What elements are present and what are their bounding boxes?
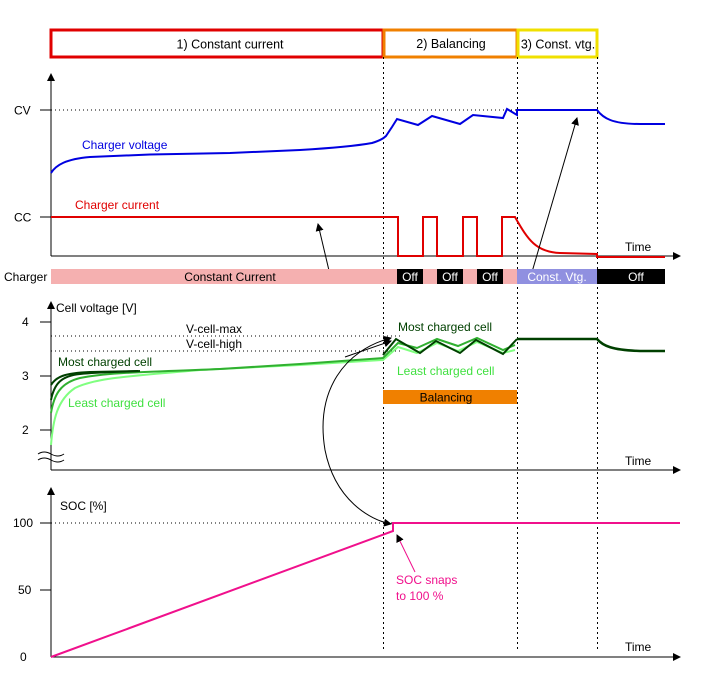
- balancing-bar-label: Balancing: [420, 391, 473, 405]
- band-cc-gap-3: [503, 269, 517, 284]
- soc-snap-pointer-arrow: [396, 534, 416, 573]
- charger-current-trace: [51, 216, 665, 258]
- charger-band-row-label: Charger: [4, 270, 47, 284]
- least-charged-label-left: Least charged cell: [68, 396, 165, 410]
- cc-tick-label: CC: [14, 211, 32, 225]
- most-charged-cell-trace-balancing: [382, 337, 518, 356]
- band-label-off-1: Off: [402, 270, 418, 284]
- charger-current-label: Charger current: [75, 198, 160, 212]
- band-label-off-3: Off: [482, 270, 498, 284]
- cell-tick-label-3: 3: [22, 369, 29, 383]
- axis-break-icon: [37, 451, 65, 463]
- soc-panel: SOC [%] Time 100 50 0 SOC snaps to 100 %: [13, 487, 681, 664]
- charger-x-axis-label: Time: [625, 240, 652, 254]
- band-off-2: [437, 269, 463, 284]
- cv-tick-label: CV: [14, 104, 31, 118]
- charger-panel: Time CV CC Charger voltage Charger curre…: [14, 73, 681, 280]
- cv-annotation-arrow: [531, 117, 579, 273]
- most-charged-label-left: Most charged cell: [58, 355, 152, 369]
- band-label-off-2: Off: [442, 270, 458, 284]
- v-cell-max-label: V-cell-max: [186, 322, 242, 336]
- phase-box-constant-current: [49, 28, 385, 59]
- cell-y-axis-label: Cell voltage [V]: [56, 301, 137, 315]
- least-charged-label-right: Least charged cell: [397, 364, 494, 378]
- band-constant-current: [51, 269, 397, 284]
- soc-snap-note-line2: to 100 %: [396, 589, 444, 603]
- balancing-bar: [383, 390, 517, 404]
- phase-label-const-voltage: 3) Const. vtg.: [521, 38, 595, 52]
- phase-header: 1) Constant current 2) Balancing 3) Cons…: [49, 28, 599, 59]
- soc-x-axis-label: Time: [625, 640, 652, 654]
- charger-voltage-label: Charger voltage: [82, 138, 168, 152]
- band-off-1: [397, 269, 423, 284]
- band-const-voltage: [517, 269, 597, 284]
- charger-band: Charger Constant Current Off Off Off Con…: [4, 269, 665, 284]
- band-off-3: [477, 269, 503, 284]
- least-charged-cell-trace: [50, 340, 516, 446]
- most-charged-label-right: Most charged cell: [398, 320, 492, 334]
- v-cell-high-label: V-cell-high: [186, 337, 242, 351]
- cell-cv-trace: [517, 337, 665, 353]
- cell-voltage-panel: Cell voltage [V] Time 4 3 2 V-cell-max V…: [22, 301, 681, 474]
- phase-label-balancing: 2) Balancing: [416, 37, 486, 51]
- band-label-constant-current: Constant Current: [184, 270, 276, 284]
- most-charged-cell-trace-upper: [50, 370, 139, 386]
- band-cc-gap-2: [463, 269, 477, 284]
- band-label-off-4: Off: [628, 270, 644, 284]
- cell-tick-label-2: 2: [22, 423, 29, 437]
- phase-box-const-voltage: [516, 28, 599, 59]
- soc-tick-label-50: 50: [18, 583, 32, 597]
- cell-tick-label-4: 4: [22, 315, 29, 329]
- phase-label-constant-current: 1) Constant current: [177, 38, 285, 52]
- charger-voltage-trace: [50, 107, 665, 174]
- band-cc-gap-1: [423, 269, 437, 284]
- soc-trace: [50, 522, 680, 658]
- band-off-4: [597, 269, 665, 284]
- soc-tick-label-0: 0: [20, 650, 27, 664]
- soc-tick-label-100: 100: [13, 516, 33, 530]
- band-label-const-voltage: Const. Vtg.: [527, 270, 586, 284]
- phase-box-balancing: [382, 28, 519, 59]
- snap-link-arrow: [322, 335, 392, 527]
- soc-y-axis-label: SOC [%]: [60, 499, 107, 513]
- cell-x-axis-label: Time: [625, 454, 652, 468]
- soc-snap-note-line1: SOC snaps: [396, 573, 457, 587]
